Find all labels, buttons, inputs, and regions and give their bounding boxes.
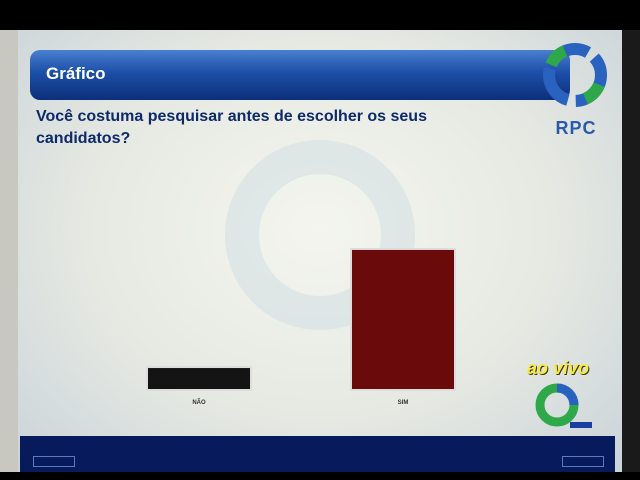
header-title: Gráfico: [46, 64, 106, 83]
category-label: SIM: [398, 400, 409, 406]
question-text: Você costuma pesquisar antes de escolher…: [36, 108, 427, 147]
frame-right-edge: [622, 30, 640, 472]
live-label: ao vivo: [527, 358, 590, 378]
header-bar: Gráfico: [30, 50, 570, 100]
frame-left-edge: [0, 30, 18, 472]
live-logo-icon: [535, 383, 592, 428]
rpc-logo-text: RPC: [555, 118, 597, 138]
category-label: NÃO: [192, 399, 206, 406]
footer-bar: [20, 436, 615, 472]
footer-right-button[interactable]: [562, 456, 604, 467]
bar-sim: [350, 247, 456, 391]
bar-não: [146, 366, 252, 392]
footer-left-button[interactable]: [33, 456, 75, 467]
rpc-logo-icon: [543, 43, 607, 107]
